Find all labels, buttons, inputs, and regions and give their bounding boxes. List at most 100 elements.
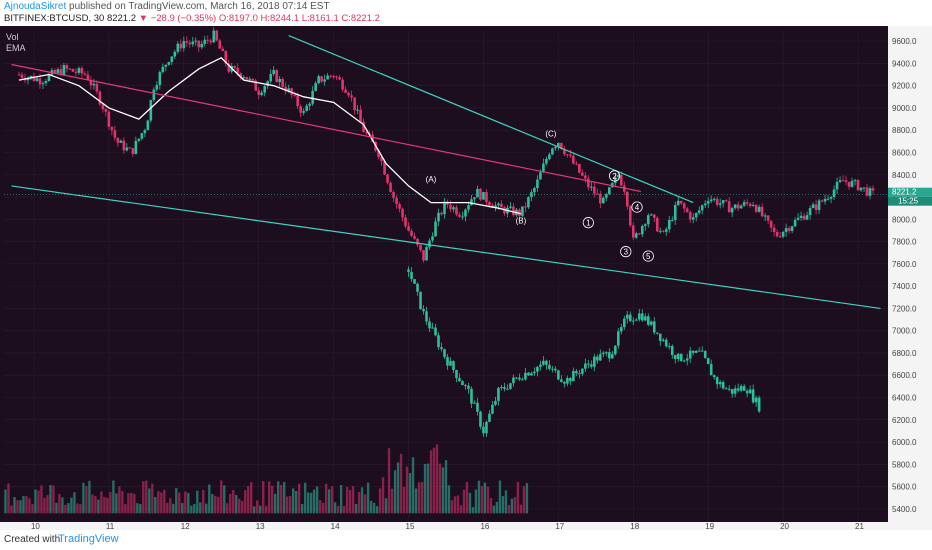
overlay-candle xyxy=(751,389,755,403)
volume-bar xyxy=(109,491,112,514)
btc-candle xyxy=(248,78,252,80)
volume-bar xyxy=(220,480,223,514)
volume-bar xyxy=(157,491,160,514)
volume-bar xyxy=(160,492,163,514)
btc-candle xyxy=(676,200,680,205)
overlay-candle xyxy=(712,375,716,378)
btc-candle xyxy=(718,203,722,205)
overlay-candle xyxy=(620,327,623,332)
volume-bar xyxy=(351,486,355,514)
overlay-candle xyxy=(422,309,425,312)
btc-candle xyxy=(224,51,228,64)
btc-candle xyxy=(691,217,695,220)
volume-bar xyxy=(97,499,100,514)
btc-candle xyxy=(521,206,524,216)
ema-indicator-label: EMA xyxy=(6,43,26,53)
btc-candle xyxy=(784,228,788,232)
volume-bar xyxy=(396,462,400,514)
overlay-candle xyxy=(685,358,689,361)
volume-bar xyxy=(250,482,253,514)
y-tick-label: 9000.0 xyxy=(892,104,917,113)
overlay-candle xyxy=(590,364,593,367)
btc-candle xyxy=(392,192,395,198)
btc-candle xyxy=(670,220,674,222)
overlay-candle xyxy=(503,387,506,389)
btc-candle xyxy=(539,172,542,180)
btc-candle xyxy=(536,179,539,189)
overlay-candle xyxy=(467,385,470,389)
overlay-candle xyxy=(437,335,440,348)
volume-bar xyxy=(67,503,70,514)
btc-candle xyxy=(353,97,356,111)
btc-candle xyxy=(341,79,344,90)
overlay-candle xyxy=(470,388,473,404)
overlay-candle xyxy=(602,352,605,355)
volume-bar xyxy=(525,482,529,514)
btc-candle xyxy=(452,207,455,210)
y-tick-label: 7400.0 xyxy=(892,282,917,291)
btc-candle xyxy=(799,215,803,218)
overlay-candle xyxy=(551,368,554,370)
btc-candle xyxy=(173,51,177,57)
btc-candle xyxy=(41,83,45,85)
btc-candle xyxy=(242,77,246,79)
btc-candle xyxy=(389,182,392,193)
btc-candle xyxy=(688,211,692,220)
btc-candle xyxy=(868,188,872,196)
volume-bar xyxy=(190,505,193,514)
overlay-candle xyxy=(611,354,614,359)
btc-candle xyxy=(476,188,479,198)
btc-candle xyxy=(649,214,653,216)
volume-bar xyxy=(519,504,523,514)
volume-bar xyxy=(327,489,331,514)
overlay-candle xyxy=(739,386,743,391)
volume-bar xyxy=(438,463,442,514)
overlay-candle xyxy=(533,371,536,374)
btc-candle xyxy=(149,100,153,121)
btc-candle xyxy=(68,68,72,70)
volume-bar xyxy=(330,486,334,514)
overlay-candle xyxy=(605,352,608,354)
tradingview-brand[interactable]: TradingView xyxy=(58,533,119,545)
volume-bar xyxy=(172,503,175,514)
btc-candle xyxy=(410,230,413,237)
volume-bar xyxy=(447,485,451,514)
volume-bar xyxy=(429,450,433,514)
overlay-candle xyxy=(413,279,416,284)
overlay-candle xyxy=(575,370,578,374)
volume-bar xyxy=(300,503,304,514)
volume-bar xyxy=(244,490,247,514)
btc-candle xyxy=(700,205,704,211)
btc-candle xyxy=(658,230,662,232)
volume-bar xyxy=(288,496,292,514)
volume-bar xyxy=(357,492,361,514)
btc-candle xyxy=(563,149,566,155)
volume-bar xyxy=(139,504,142,514)
author-link[interactable]: AjnoudaSikret xyxy=(4,1,67,12)
last-price-label: 8221.2 xyxy=(106,13,137,24)
volume-bar xyxy=(297,483,301,514)
btc-candle xyxy=(371,134,374,142)
btc-candle xyxy=(664,229,668,232)
volume-bar xyxy=(507,504,511,514)
wave-label: 2 xyxy=(612,172,617,181)
btc-candle xyxy=(281,78,284,87)
btc-candle xyxy=(404,217,407,227)
overlay-candle xyxy=(640,313,644,321)
btc-candle xyxy=(233,66,237,68)
btc-candle xyxy=(77,68,81,73)
overlay-candle xyxy=(407,269,410,272)
volume-bar xyxy=(459,505,463,514)
chart-area[interactable]: Vol EMA (A) (B) (C) 1 2 3 4 5 9600.0 9400.0 9200.… xyxy=(0,26,932,531)
volume-bar xyxy=(19,500,22,514)
volume-bar xyxy=(205,503,208,514)
volume-bar xyxy=(25,496,28,514)
y-tick-label: 5800.0 xyxy=(892,460,917,469)
price-axis-panel xyxy=(888,26,932,530)
overlay-candle xyxy=(419,291,422,310)
volume-bar xyxy=(73,492,76,514)
btc-candle xyxy=(176,43,180,52)
overlay-candle xyxy=(646,316,650,325)
btc-candle xyxy=(212,30,216,43)
